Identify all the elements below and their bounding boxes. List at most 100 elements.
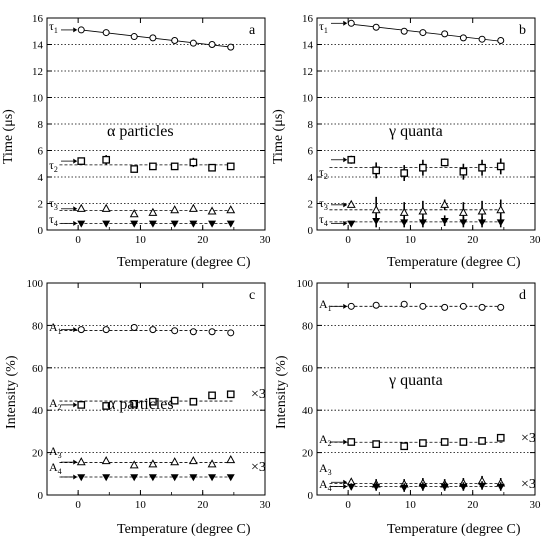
x-tick-label: 30 (530, 499, 542, 511)
data-point (419, 439, 427, 447)
y-axis-label: Intensity (%) (4, 355, 19, 429)
data-point (419, 302, 427, 310)
data-point (400, 219, 409, 227)
y-axis-label: Intensity (%) (274, 355, 289, 429)
data-point (188, 203, 198, 212)
panel-d: 0 20 40 60 80 100 0 10 20 30 d γ quanta Temperatu… (274, 278, 541, 537)
data-point (130, 165, 139, 173)
series-label: τ4 (49, 212, 58, 228)
data-point (418, 483, 427, 491)
data-point (372, 166, 381, 175)
data-point (459, 34, 467, 42)
y-tick-label: 0 (308, 225, 314, 237)
data-point (189, 397, 198, 406)
data-point (400, 169, 409, 177)
data-point (76, 203, 86, 212)
data-point (208, 163, 216, 172)
panel-label: c (249, 288, 255, 303)
y-tick-label: 8 (38, 119, 44, 131)
panel-label: b (519, 23, 526, 38)
y-tick-label: 40 (32, 405, 44, 417)
series-label: τ1 (49, 19, 58, 35)
x-tick-label: 0 (75, 234, 81, 246)
y-tick-label: 14 (302, 40, 314, 52)
y-tick-label: 2 (308, 199, 314, 211)
y-tick-label: 0 (308, 490, 314, 502)
data-point (77, 26, 85, 34)
x-tick-label: 10 (135, 234, 147, 246)
data-point (419, 29, 427, 37)
y-tick-label: 6 (308, 146, 314, 158)
panel-caption: α particles (107, 396, 174, 413)
data-point (170, 457, 180, 466)
panel-label: a (249, 23, 256, 38)
panel-caption: α particles (107, 123, 174, 140)
data-point (440, 438, 449, 446)
data-point (102, 155, 111, 164)
data-point (189, 220, 198, 228)
label-arrowhead (343, 303, 348, 309)
label-arrowhead (343, 439, 348, 445)
data-point (440, 199, 450, 208)
data-point (208, 328, 216, 336)
data-point (129, 460, 139, 469)
y-tick-label: 2 (38, 199, 44, 211)
scale-annotation: ×3 (521, 477, 536, 492)
data-point (77, 326, 85, 334)
y-tick-label: 20 (302, 448, 314, 460)
data-point (440, 218, 449, 226)
y-axis-label: Time (μs) (1, 109, 16, 164)
data-point (130, 324, 138, 332)
data-point (171, 327, 179, 335)
data-point (226, 220, 235, 228)
data-point (170, 474, 179, 482)
x-tick-label: 0 (345, 234, 351, 246)
label-arrowhead (343, 20, 348, 26)
panel-label: d (519, 288, 526, 303)
data-point (400, 484, 409, 492)
y-tick-label: 12 (32, 66, 43, 78)
x-tick-label: 30 (260, 499, 272, 511)
panel-c: 0 20 40 60 80 100 0 10 20 30 c α particles Temper… (4, 278, 271, 537)
data-point (372, 440, 381, 448)
data-point (130, 474, 139, 482)
data-point (496, 205, 506, 214)
data-point (188, 456, 198, 465)
data-point (371, 205, 381, 214)
data-point (496, 162, 505, 171)
data-point (478, 303, 486, 311)
data-point (189, 158, 198, 167)
data-point (149, 397, 157, 406)
data-point (459, 483, 468, 491)
y-tick-label: 0 (38, 490, 44, 502)
x-tick-label: 10 (135, 499, 147, 511)
data-point (399, 207, 409, 216)
data-point (459, 167, 468, 176)
series-label: A2 (319, 432, 332, 448)
data-point (418, 206, 428, 215)
data-point (459, 219, 468, 227)
y-tick-label: 12 (302, 66, 313, 78)
data-point (400, 27, 408, 35)
y-tick-label: 60 (302, 363, 314, 375)
data-point (346, 199, 356, 208)
data-point (189, 39, 197, 47)
y-tick-label: 4 (308, 172, 314, 184)
data-point (496, 483, 505, 491)
data-point (459, 438, 468, 446)
data-point (148, 459, 158, 468)
y-tick-label: 80 (302, 320, 314, 332)
data-point (130, 220, 139, 228)
label-arrowhead (73, 206, 78, 212)
panel-caption: γ quanta (388, 372, 443, 389)
data-point (77, 157, 86, 165)
label-arrowhead (73, 27, 78, 33)
data-point (478, 163, 486, 172)
label-arrowhead (343, 484, 348, 490)
panel-caption: γ quanta (388, 123, 443, 140)
label-arrowhead (343, 220, 348, 226)
series-label: A3 (319, 461, 332, 477)
data-point (477, 206, 487, 215)
series-label: A4 (319, 477, 332, 493)
label-arrowhead (73, 220, 78, 226)
